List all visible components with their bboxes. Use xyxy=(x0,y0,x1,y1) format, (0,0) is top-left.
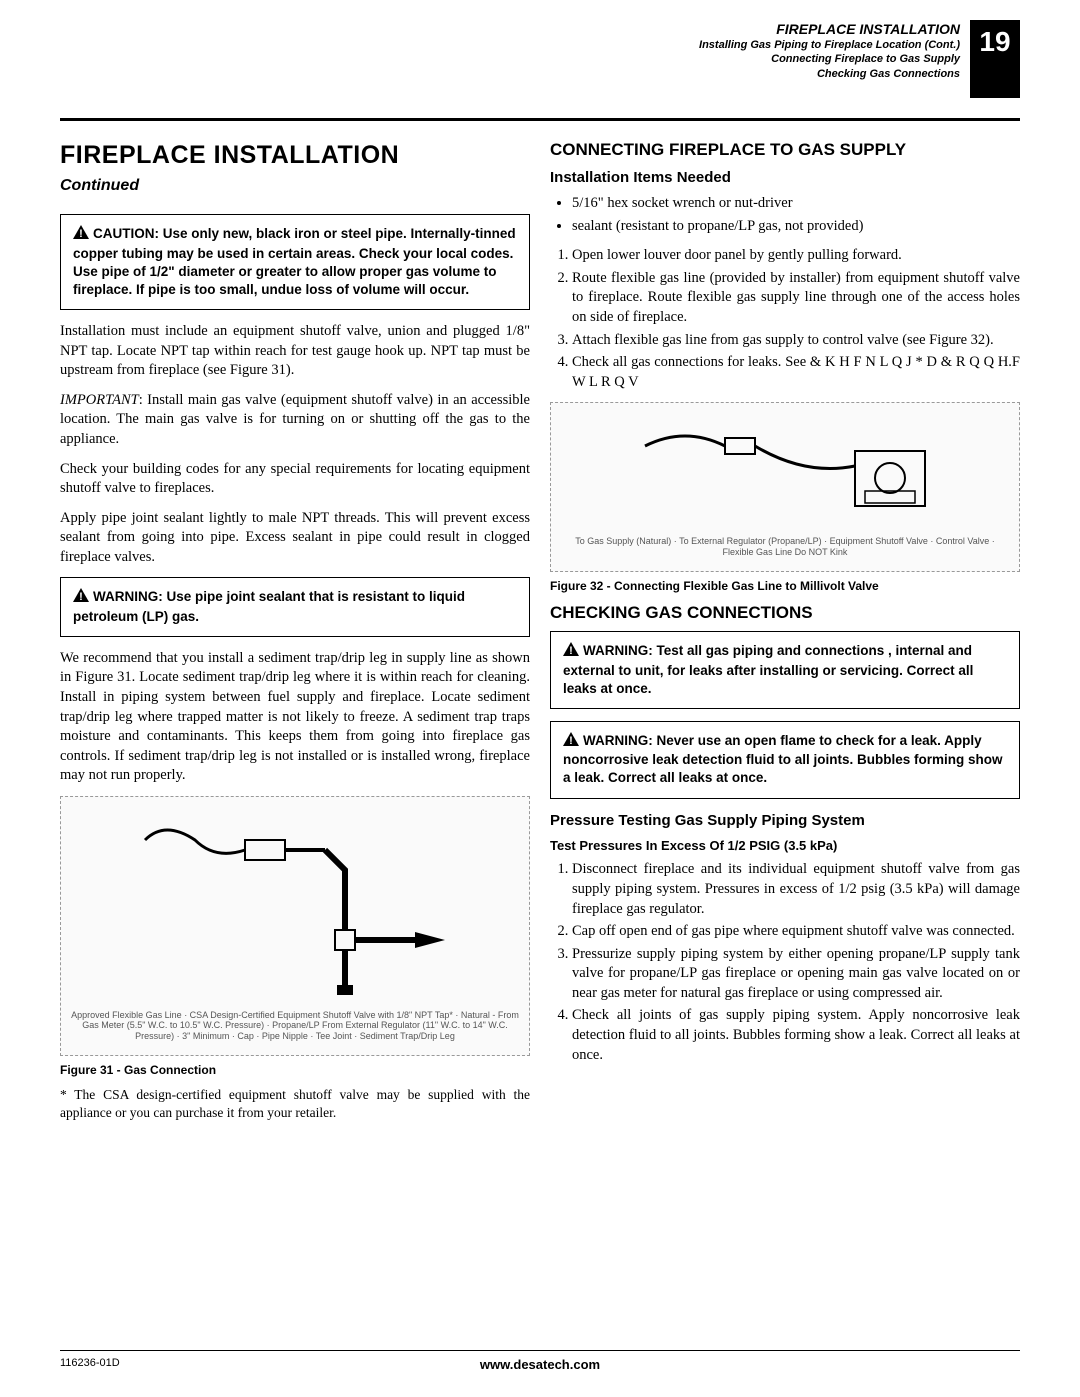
top-divider xyxy=(60,118,1020,121)
figure-32-labels: To Gas Supply (Natural) · To External Re… xyxy=(559,536,1011,558)
page-number: 19 xyxy=(970,20,1020,98)
caution-text: CAUTION: Use only new, black iron or ste… xyxy=(73,227,516,297)
content-columns: FIREPLACE INSTALLATION Continued ! CAUTI… xyxy=(60,139,1020,1132)
footer-url: www.desatech.com xyxy=(480,1357,600,1372)
warning-icon: ! xyxy=(563,732,579,751)
pressure-steps-list: Disconnect fireplace and its individual … xyxy=(572,860,1020,1065)
warning-box-sealant: ! WARNING: Use pipe joint sealant that i… xyxy=(60,577,530,636)
left-column: FIREPLACE INSTALLATION Continued ! CAUTI… xyxy=(60,139,530,1132)
list-item: Check all joints of gas supply piping sy… xyxy=(572,1006,1020,1065)
header-text-block: FIREPLACE INSTALLATION Installing Gas Pi… xyxy=(699,20,960,81)
footer-spacer xyxy=(1017,1357,1020,1369)
warning-icon: ! xyxy=(73,588,89,607)
list-item: 5/16" hex socket wrench or nut-driver xyxy=(572,194,1020,214)
svg-text:!: ! xyxy=(569,735,573,746)
list-item: Check all gas connections for leaks. See… xyxy=(572,353,1020,392)
warning-text: WARNING: Test all gas piping and connect… xyxy=(563,644,973,696)
warning-icon: ! xyxy=(73,225,89,244)
continued-label: Continued xyxy=(60,175,530,197)
warning-box-flame: ! WARNING: Never use an open flame to ch… xyxy=(550,721,1020,799)
header-sub3: Checking Gas Connections xyxy=(699,67,960,81)
figure-32: To Gas Supply (Natural) · To External Re… xyxy=(550,402,1020,572)
para-install: Installation must include an equipment s… xyxy=(60,322,530,381)
svg-text:!: ! xyxy=(569,645,573,656)
heading-pressure-test: Pressure Testing Gas Supply Piping Syste… xyxy=(550,811,1020,831)
heading-items-needed: Installation Items Needed xyxy=(550,168,1020,188)
figure-31-labels: Approved Flexible Gas Line · CSA Design-… xyxy=(69,1010,521,1042)
list-item: Disconnect fireplace and its individual … xyxy=(572,860,1020,919)
list-item: Pressurize supply piping system by eithe… xyxy=(572,945,1020,1004)
warning-text: WARNING: Use pipe joint sealant that is … xyxy=(73,590,465,624)
warning-icon: ! xyxy=(563,642,579,661)
svg-text:!: ! xyxy=(79,228,83,239)
heading-test-excess: Test Pressures In Excess Of 1/2 PSIG (3.… xyxy=(550,837,1020,855)
main-heading: FIREPLACE INSTALLATION xyxy=(60,139,530,173)
list-item: sealant (resistant to propane/LP gas, no… xyxy=(572,217,1020,237)
list-item: Open lower louver door panel by gently p… xyxy=(572,246,1020,266)
figure-32-caption: Figure 32 - Connecting Flexible Gas Line… xyxy=(550,578,1020,594)
list-item: Route flexible gas line (provided by ins… xyxy=(572,269,1020,328)
list-item: Cap off open end of gas pipe where equip… xyxy=(572,922,1020,942)
items-list: 5/16" hex socket wrench or nut-driver se… xyxy=(572,194,1020,236)
para-sealant: Apply pipe joint sealant lightly to male… xyxy=(60,509,530,568)
figure-31-caption: Figure 31 - Gas Connection xyxy=(60,1062,530,1078)
page-header: FIREPLACE INSTALLATION Installing Gas Pi… xyxy=(60,20,1020,98)
right-column: CONNECTING FIREPLACE TO GAS SUPPLY Insta… xyxy=(550,139,1020,1132)
header-sub2: Connecting Fireplace to Gas Supply xyxy=(699,52,960,66)
warning-text: WARNING: Never use an open flame to chec… xyxy=(563,733,1003,785)
header-title: FIREPLACE INSTALLATION xyxy=(699,20,960,38)
warning-box-test: ! WARNING: Test all gas piping and conne… xyxy=(550,631,1020,709)
header-sub1: Installing Gas Piping to Fireplace Locat… xyxy=(699,38,960,52)
caution-box: ! CAUTION: Use only new, black iron or s… xyxy=(60,214,530,310)
svg-text:!: ! xyxy=(79,591,83,602)
heading-checking: CHECKING GAS CONNECTIONS xyxy=(550,602,1020,625)
para-important: IMPORTANT: Install main gas valve (equip… xyxy=(60,391,530,450)
list-item: Attach flexible gas line from gas supply… xyxy=(572,331,1020,351)
figure-31: Approved Flexible Gas Line · CSA Design-… xyxy=(60,796,530,1056)
para-sediment: We recommend that you install a sediment… xyxy=(60,649,530,786)
doc-number: 116236-01D xyxy=(60,1357,120,1369)
heading-connecting: CONNECTING FIREPLACE TO GAS SUPPLY xyxy=(550,139,1020,162)
footnote: * The CSA design-certified equipment shu… xyxy=(60,1086,530,1122)
steps-list: Open lower louver door panel by gently p… xyxy=(572,246,1020,392)
page-footer: 116236-01D www.desatech.com xyxy=(60,1350,1020,1369)
para-codes: Check your building codes for any specia… xyxy=(60,460,530,499)
